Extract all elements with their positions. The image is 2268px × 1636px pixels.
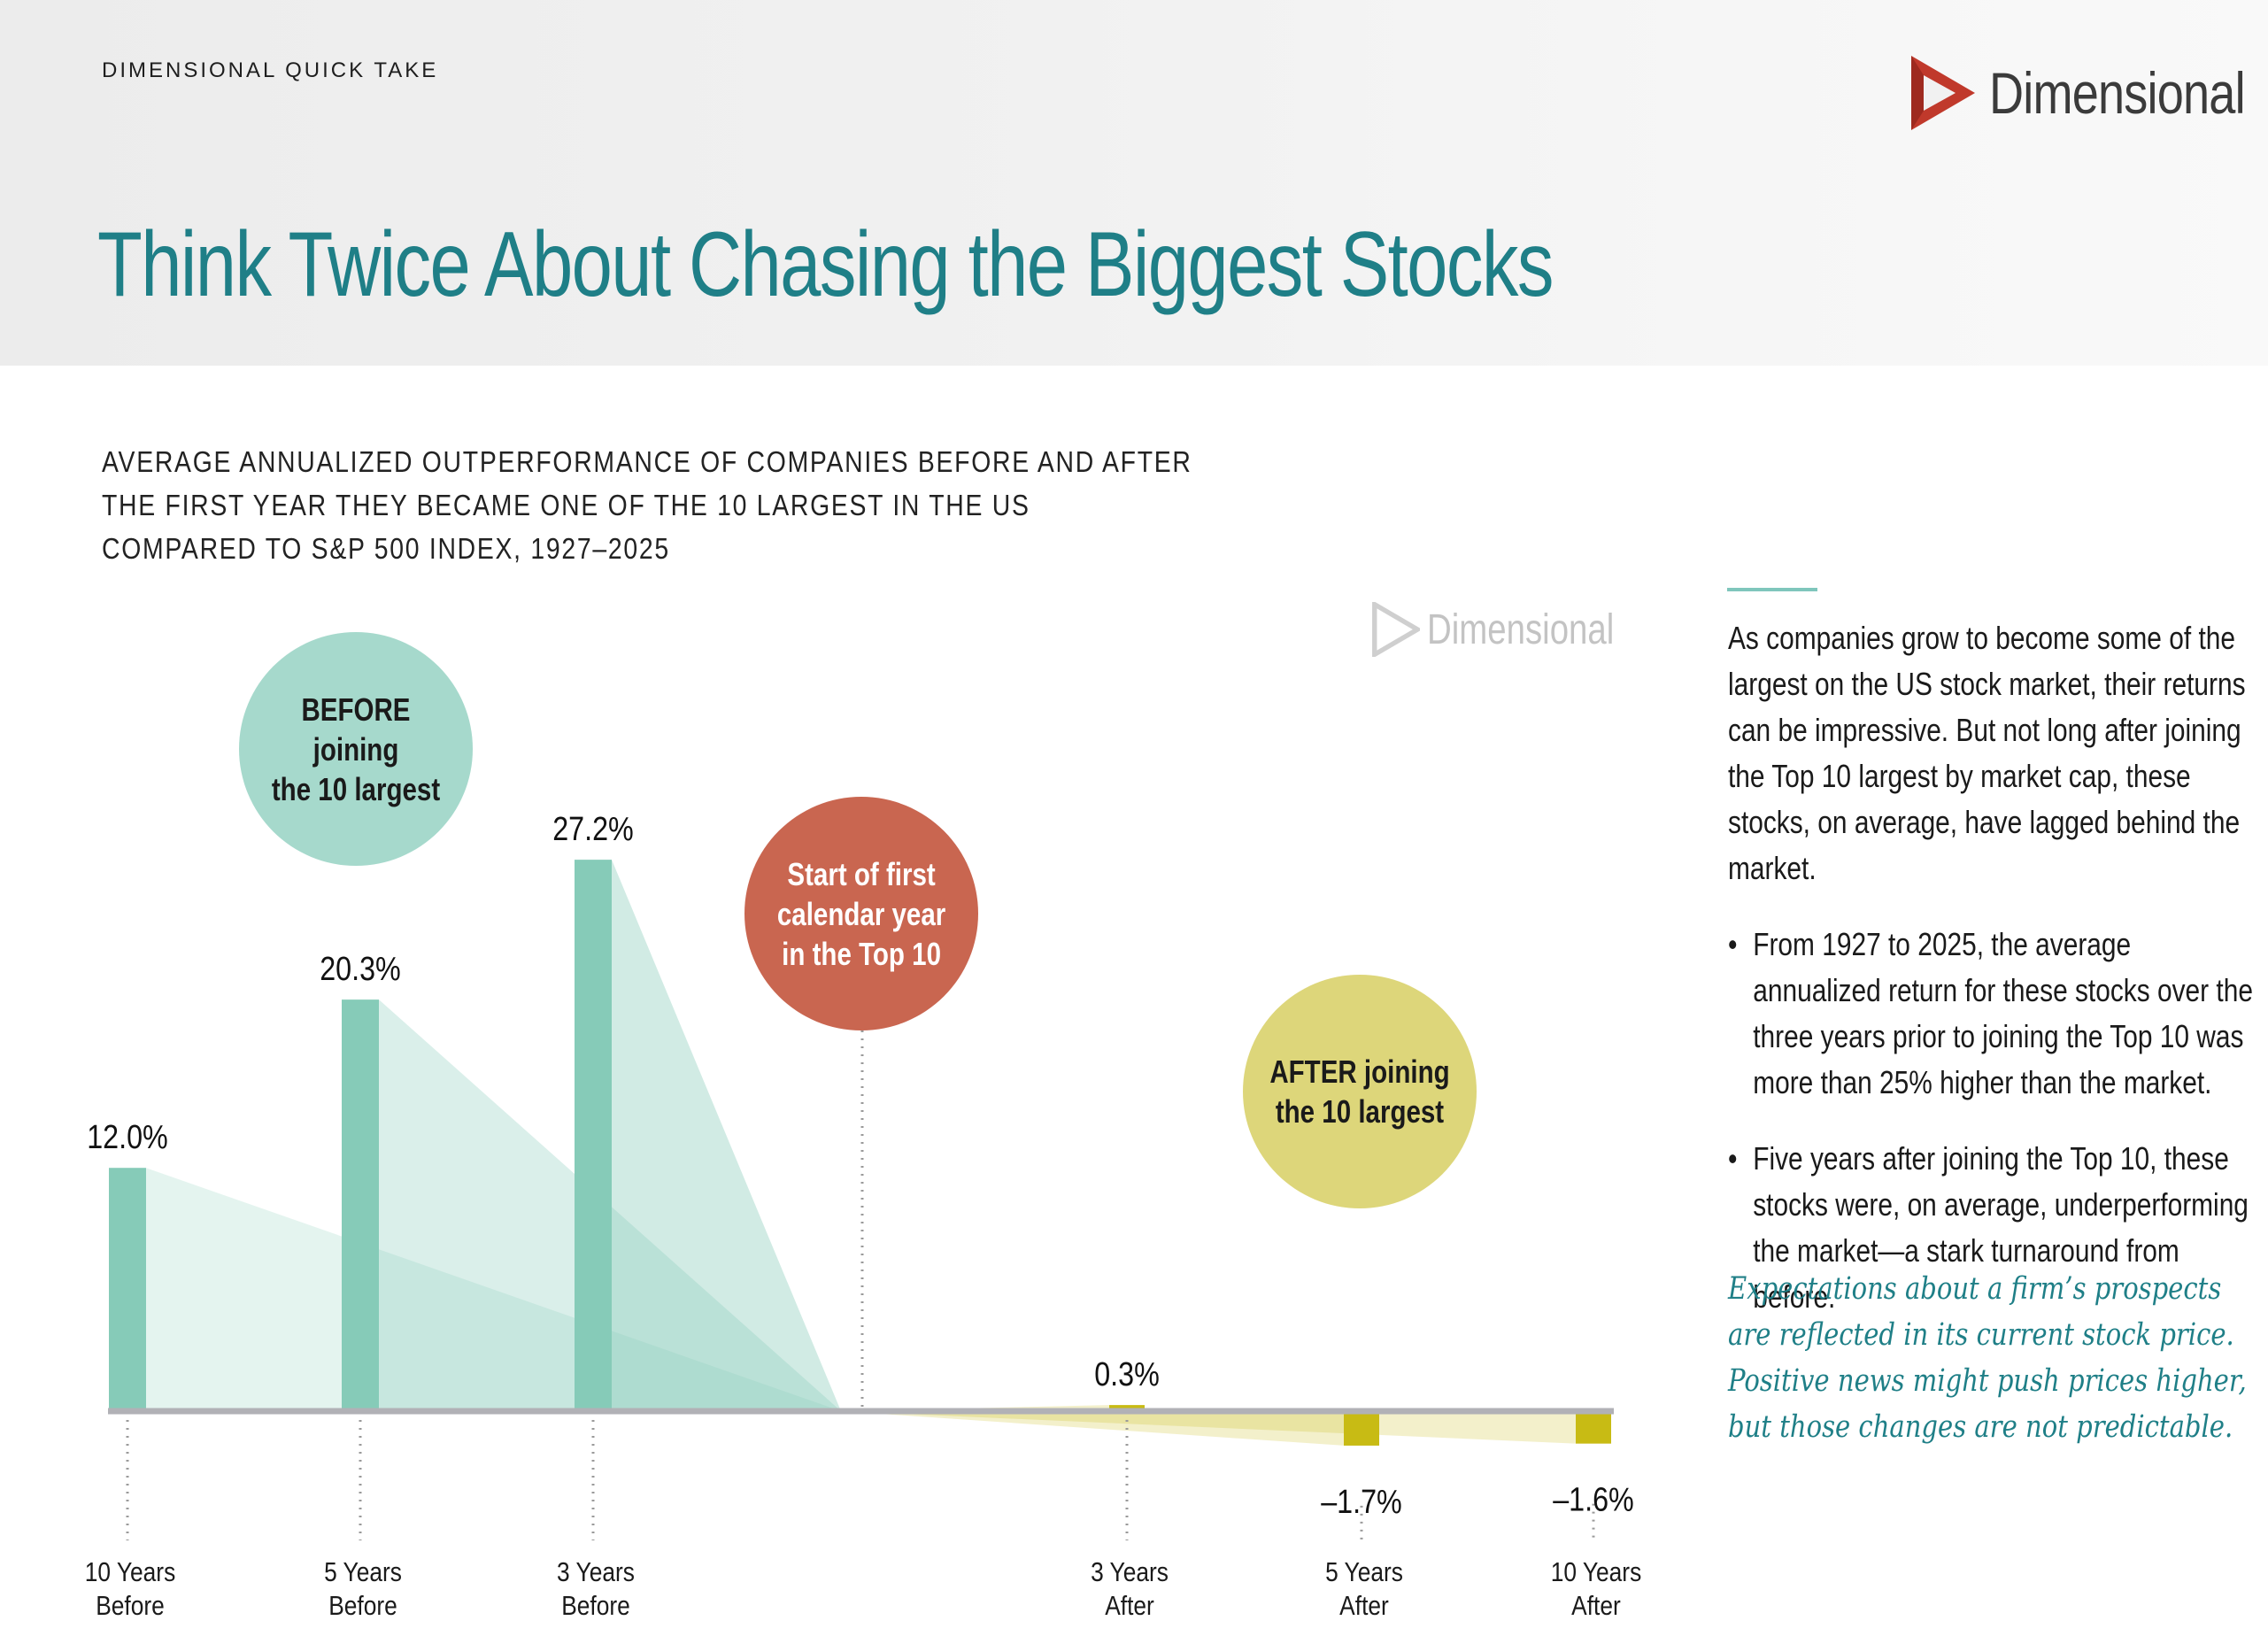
chart-title-line: COMPARED TO S&P 500 INDEX, 1927–2025 <box>102 532 670 565</box>
sidebar-text: As companies grow to become some of the … <box>1728 615 2257 1350</box>
tick-label: After <box>1571 1591 1621 1621</box>
bar <box>342 999 379 1411</box>
watermark-text: Dimensional <box>1427 606 1615 653</box>
bar <box>109 1168 146 1411</box>
before-fan-shade <box>612 860 841 1411</box>
tick-label: Before <box>96 1591 165 1621</box>
bar <box>575 860 612 1411</box>
after-fan-shade <box>841 1411 1379 1446</box>
tick-label: 3 Years <box>1091 1557 1169 1587</box>
page-title: Think Twice About Chasing the Biggest St… <box>97 213 1554 316</box>
watermark-logo-icon <box>1372 602 1420 657</box>
data-label: 27.2% <box>552 811 634 848</box>
tick-label: 10 Years <box>1551 1557 1642 1587</box>
tick-label: 5 Years <box>324 1557 402 1587</box>
kicker-label: DIMENSIONAL QUICK TAKE <box>102 58 439 82</box>
sidebar-bullet: From 1927 to 2025, the average annualize… <box>1728 922 2257 1106</box>
sidebar-bullet: Five years after joining the Top 10, the… <box>1728 1136 2257 1320</box>
before-fan-shade <box>379 999 841 1411</box>
start-annotation-text: Start of first calendar year in the Top … <box>776 855 946 972</box>
logo-text: Dimensional <box>1989 60 2246 126</box>
before-annotation-bubble: BEFORE joining the 10 largest <box>239 632 473 866</box>
data-label: 20.3% <box>320 951 401 988</box>
after-fan-shade <box>841 1411 1611 1444</box>
bar <box>1344 1411 1379 1446</box>
tick-label: Before <box>328 1591 397 1621</box>
bar <box>1576 1411 1611 1444</box>
tick-label: Before <box>561 1591 630 1621</box>
after-annotation-bubble: AFTER joining the 10 largest <box>1243 975 1477 1208</box>
after-annotation-text: AFTER joining the 10 largest <box>1269 1053 1450 1130</box>
chart-title-line: THE FIRST YEAR THEY BECAME ONE OF THE 10… <box>102 489 1030 521</box>
dimensional-logo: Dimensional <box>1908 49 2268 137</box>
data-label: –1.6% <box>1553 1481 1634 1518</box>
tick-label: 10 Years <box>85 1557 176 1587</box>
sidebar-intro: As companies grow to become some of the … <box>1728 620 2246 886</box>
chart-watermark: Dimensional <box>1372 602 1661 657</box>
data-label: –1.7% <box>1321 1484 1402 1521</box>
before-fan-shade <box>146 1168 841 1411</box>
before-annotation-text: BEFORE joining the 10 largest <box>271 691 441 807</box>
tick-label: After <box>1339 1591 1389 1621</box>
header-band <box>0 0 2268 366</box>
sidebar-quote: Expectations about a firm’s prospects ar… <box>1728 1271 2247 1445</box>
dimensional-logo-icon <box>1911 56 1975 130</box>
sidebar-rule <box>1727 588 1817 591</box>
data-label: 0.3% <box>1094 1356 1160 1393</box>
chart-title: AVERAGE ANNUALIZED OUTPERFORMANCE OF COM… <box>102 440 1192 570</box>
tick-label: 3 Years <box>557 1557 635 1587</box>
sidebar-bullets: From 1927 to 2025, the average annualize… <box>1728 922 2257 1320</box>
tick-label: 5 Years <box>1325 1557 1403 1587</box>
tick-label: After <box>1105 1591 1154 1621</box>
data-label: 12.0% <box>87 1119 168 1156</box>
start-annotation-bubble: Start of first calendar year in the Top … <box>744 797 978 1030</box>
chart-title-line: AVERAGE ANNUALIZED OUTPERFORMANCE OF COM… <box>102 445 1192 478</box>
